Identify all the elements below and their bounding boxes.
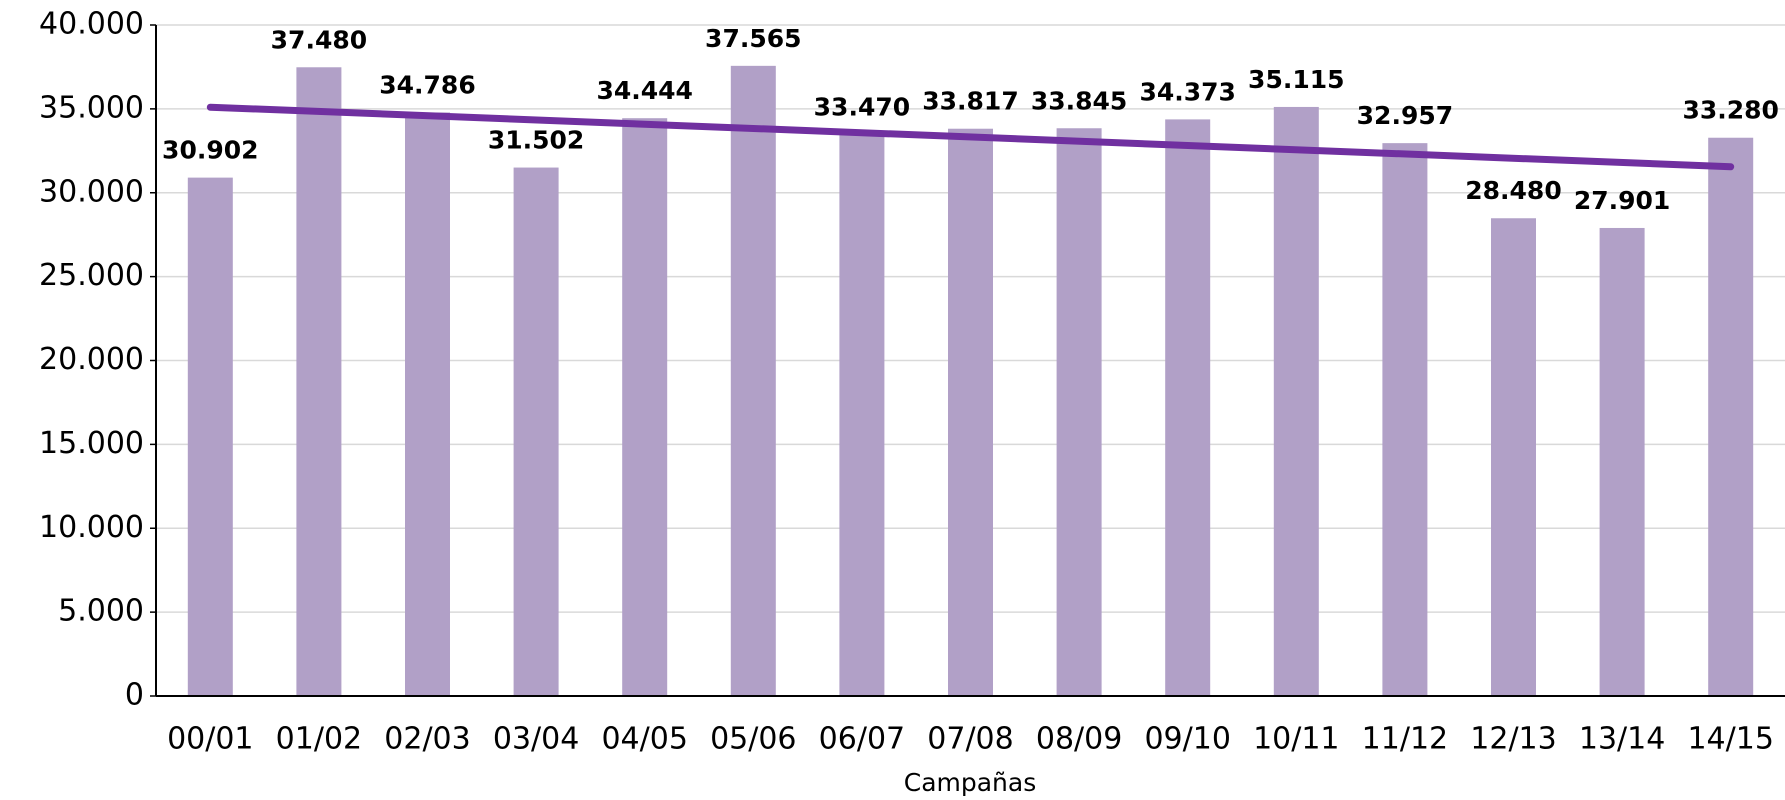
data-label: 31.502: [488, 126, 584, 155]
data-label: 28.480: [1465, 176, 1561, 205]
bar: [622, 118, 668, 696]
x-tick-label: 03/04: [493, 722, 579, 757]
x-tick-label: 02/03: [384, 722, 470, 757]
y-tick-label: 35.000: [39, 90, 144, 125]
x-tick-label: 13/14: [1579, 722, 1665, 757]
bar: [839, 134, 885, 696]
bar: [1165, 119, 1211, 696]
bar: [1491, 218, 1536, 697]
y-tick-label: 20.000: [39, 342, 144, 377]
bar: [187, 177, 233, 696]
bar: [1599, 227, 1645, 696]
bar: [948, 128, 993, 696]
x-tick-label: 14/15: [1687, 722, 1773, 757]
data-label: 33.817: [922, 87, 1018, 116]
y-tick-label: 40.000: [39, 7, 144, 42]
y-tick-label: 0: [125, 678, 144, 713]
y-tick-label: 15.000: [39, 426, 144, 461]
data-label: 33.280: [1682, 96, 1778, 125]
data-label: 33.470: [814, 93, 910, 122]
data-label: 34.444: [596, 76, 692, 105]
bar: [1708, 137, 1754, 696]
y-tick-label: 30.000: [39, 174, 144, 209]
bar: [1056, 128, 1102, 696]
x-tick-label: 06/07: [819, 722, 905, 757]
bar: [730, 65, 776, 697]
x-axis-title: Campañas: [904, 768, 1037, 797]
bar: [296, 67, 342, 696]
x-tick-label: 01/02: [276, 722, 362, 757]
bar: [1273, 106, 1319, 697]
x-tick-label: 04/05: [601, 722, 687, 757]
bar: [405, 112, 450, 697]
data-label: 37.565: [705, 24, 801, 53]
y-tick-label: 10.000: [39, 510, 144, 545]
x-tick-label: 09/10: [1144, 722, 1230, 757]
bar: [1382, 143, 1428, 696]
x-tick-label: 12/13: [1470, 722, 1556, 757]
data-label: 34.373: [1139, 77, 1235, 106]
y-tick-label: 5.000: [58, 594, 144, 629]
trend-line: [206, 103, 1735, 171]
x-tick-label: 00/01: [167, 722, 253, 757]
x-tick-label: 11/12: [1362, 722, 1448, 757]
data-label: 37.480: [271, 25, 367, 54]
data-label: 32.957: [1357, 101, 1453, 130]
bar: [513, 167, 559, 696]
data-label: 30.902: [162, 136, 258, 165]
x-tick-label: 08/09: [1036, 722, 1122, 757]
x-tick-label: 07/08: [927, 722, 1013, 757]
data-label: 33.845: [1031, 86, 1127, 115]
data-label: 27.901: [1574, 186, 1670, 215]
data-label: 35.115: [1248, 65, 1344, 94]
y-tick-label: 25.000: [39, 258, 144, 293]
data-label: 34.786: [379, 70, 475, 99]
x-tick-label: 05/06: [710, 722, 796, 757]
x-tick-label: 10/11: [1253, 722, 1339, 757]
